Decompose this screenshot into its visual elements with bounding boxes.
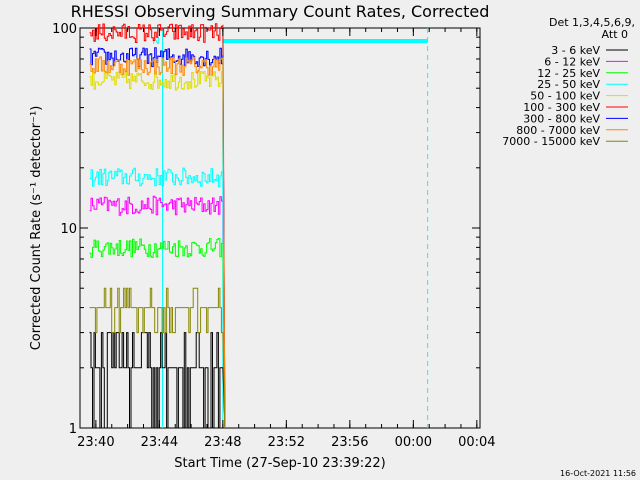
series-line-0 xyxy=(89,332,226,429)
legend-entry-label: 50 - 100 keV xyxy=(530,90,600,103)
series-line-2 xyxy=(89,238,226,429)
x-tick-label: 23:56 xyxy=(331,435,368,450)
axes: 23:40 23:44 23:48 23:52 23:56 00:00 00:04 1 10 10… xyxy=(52,22,495,450)
series-line-8 xyxy=(89,287,226,429)
x-tick-label: 23:44 xyxy=(141,435,178,450)
x-tick-label: 23:48 xyxy=(204,435,241,450)
legend-header-line-2: Att 0 xyxy=(602,28,628,41)
series-line-5 xyxy=(89,23,226,429)
y-tick-label: 1 xyxy=(69,422,77,437)
x-tick-label: 00:04 xyxy=(458,435,495,450)
series-line-1 xyxy=(89,195,226,429)
night-bar xyxy=(222,39,428,43)
legend-entry-label: 800 - 7000 keV xyxy=(516,124,600,137)
legend-entry-label: 7000 - 15000 keV xyxy=(502,135,600,148)
series-line-4 xyxy=(89,70,226,429)
chart-title: RHESSI Observing Summary Count Rates, Co… xyxy=(71,2,490,21)
timestamp: 16-Oct-2021 11:56 xyxy=(560,469,636,478)
legend-entry-label: 3 - 6 keV xyxy=(551,44,600,57)
legend-entry-label: 25 - 50 keV xyxy=(537,78,600,91)
legend-entry-label: 12 - 25 keV xyxy=(537,67,600,80)
legend-header-line-1: Det 1,3,4,5,6,9, xyxy=(549,16,635,29)
legend-entry-label: 300 - 800 keV xyxy=(523,112,600,125)
legend-entry-label: 6 - 12 keV xyxy=(544,55,600,68)
series-lines xyxy=(89,23,226,429)
night-marker-label: N xyxy=(152,36,159,47)
series-line-6 xyxy=(89,47,226,429)
series-line-7 xyxy=(89,56,226,429)
x-tick-label: 23:52 xyxy=(268,435,305,450)
x-tick-label: 23:40 xyxy=(77,435,114,450)
x-axis-label: Start Time (27-Sep-10 23:39:22) xyxy=(174,456,385,471)
y-tick-label: 10 xyxy=(60,222,77,237)
y-axis-label: Corrected Count Rate (s⁻¹ detector⁻¹) xyxy=(29,106,44,351)
legend-entry-label: 100 - 300 keV xyxy=(523,101,600,114)
y-tick-label: 100 xyxy=(52,22,77,37)
x-tick-label: 00:00 xyxy=(395,435,432,450)
series-line-3 xyxy=(89,167,226,429)
